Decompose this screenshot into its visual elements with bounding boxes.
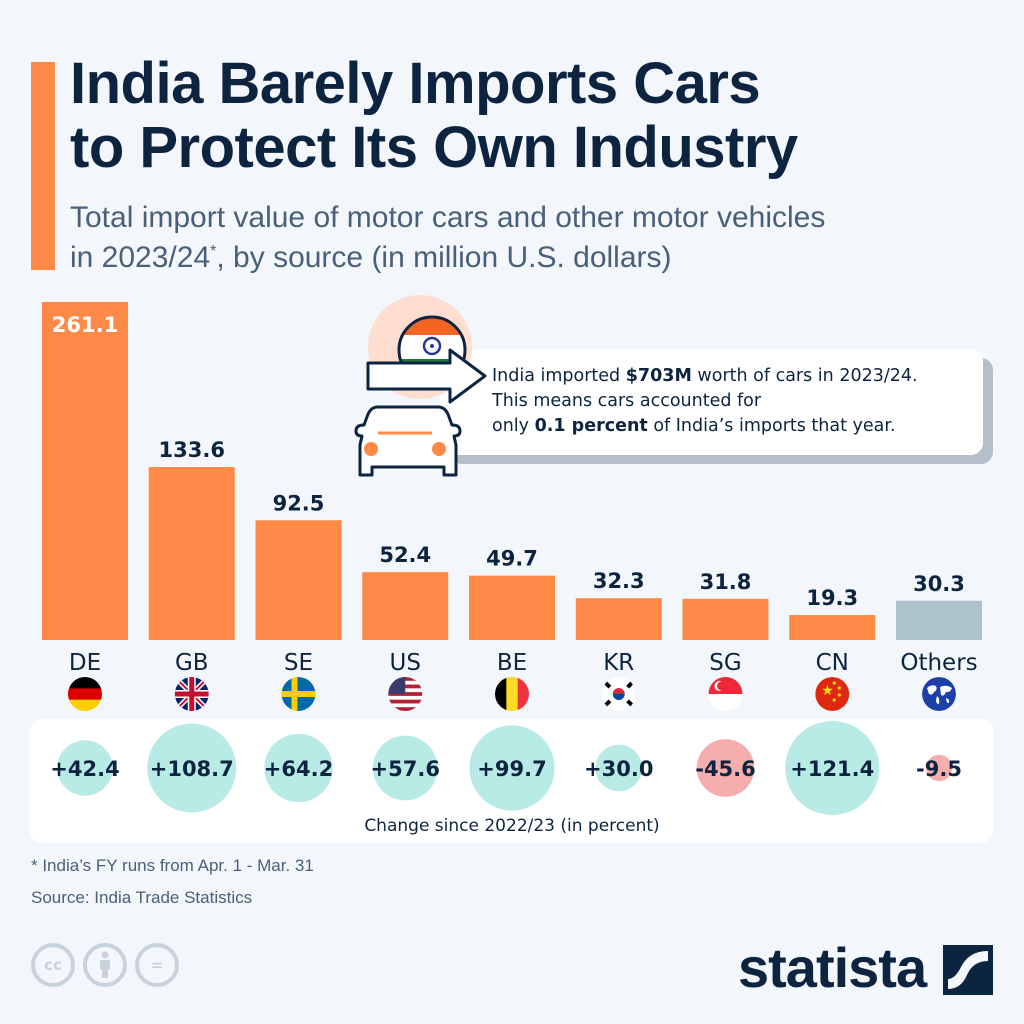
attribution-icon[interactable] bbox=[83, 943, 127, 987]
bar-value-label: 31.8 bbox=[700, 570, 752, 594]
callout-text: India imported $703M worth of cars in 20… bbox=[492, 364, 982, 439]
callout-text-part: of India’s imports that year. bbox=[647, 416, 896, 436]
category-label: Others bbox=[900, 650, 977, 676]
bar-value-label: 133.6 bbox=[159, 438, 225, 462]
license-icons: cc = bbox=[31, 943, 179, 987]
change-label: -45.6 bbox=[695, 757, 756, 781]
arrow-right-icon bbox=[366, 348, 487, 404]
svg-text:★: ★ bbox=[821, 683, 834, 699]
category-label: KR bbox=[603, 650, 634, 676]
bar-value-label: 92.5 bbox=[273, 491, 325, 515]
nd-label: = bbox=[150, 956, 164, 974]
germany-flag-icon bbox=[68, 677, 102, 711]
callout-text-part: only bbox=[492, 416, 535, 436]
usa-flag-icon bbox=[388, 677, 423, 711]
change-label: +57.6 bbox=[371, 757, 440, 781]
bar-sg bbox=[682, 598, 769, 640]
bar-de bbox=[42, 302, 128, 640]
statista-logo[interactable]: statista bbox=[738, 936, 927, 999]
callout-line-2: This means cars accounted for bbox=[492, 391, 762, 411]
change-label: +64.2 bbox=[264, 757, 333, 781]
change-bubble bbox=[264, 733, 333, 803]
bar-others bbox=[896, 600, 982, 640]
bar-kr bbox=[575, 598, 662, 640]
category-label: SG bbox=[709, 650, 741, 676]
callout-box bbox=[440, 349, 983, 455]
callout-text-part: worth of cars in 2023/24. bbox=[691, 366, 918, 386]
change-bubble bbox=[469, 725, 555, 811]
china-flag-icon: ★ bbox=[815, 677, 850, 711]
callout-text-part: India imported bbox=[492, 366, 626, 386]
bar-value-label: 52.4 bbox=[379, 543, 431, 567]
bar-value-label: 261.1 bbox=[52, 313, 118, 337]
singapore-flag-icon bbox=[708, 677, 743, 711]
change-bubble bbox=[595, 744, 643, 792]
chart-title: India Barely Imports Cars to Protect Its… bbox=[70, 52, 970, 180]
category-label: DE bbox=[69, 650, 101, 676]
bar-us bbox=[362, 572, 449, 640]
category-label: GB bbox=[175, 650, 209, 676]
uk-flag-icon bbox=[174, 677, 209, 711]
bar-se bbox=[255, 520, 342, 640]
callout-illustration bbox=[354, 295, 487, 477]
category-label: CN bbox=[816, 650, 849, 676]
source-note: Source: India Trade Statistics bbox=[31, 888, 253, 907]
change-bubble bbox=[696, 739, 755, 797]
person-glyph bbox=[100, 951, 110, 978]
globe-icon bbox=[922, 677, 956, 711]
change-bubble bbox=[57, 740, 113, 796]
title-line-2: to Protect Its Own Industry bbox=[70, 115, 798, 180]
south-korea-flag-icon bbox=[601, 677, 636, 711]
belgium-flag-icon bbox=[495, 677, 529, 711]
bar-gb bbox=[148, 467, 235, 640]
change-label: +42.4 bbox=[50, 757, 119, 781]
subtitle-text: , by source (in million U.S. dollars) bbox=[216, 241, 672, 274]
footnote-marker: * bbox=[210, 243, 217, 260]
change-label: +99.7 bbox=[477, 757, 546, 781]
subtitle-text: in 2023/24 bbox=[70, 241, 211, 274]
chart-subtitle: Total import value of motor cars and oth… bbox=[70, 198, 990, 278]
change-bubble bbox=[925, 754, 953, 782]
statista-logo-mark-icon bbox=[943, 945, 993, 995]
callout-highlight-percent: 0.1 percent bbox=[534, 416, 648, 436]
subtitle-line-1: Total import value of motor cars and oth… bbox=[70, 201, 826, 234]
category-label: BE bbox=[497, 650, 527, 676]
change-bubble bbox=[147, 723, 237, 813]
title-accent-bar bbox=[31, 62, 55, 270]
bar-cn bbox=[789, 615, 876, 640]
car-icon bbox=[354, 405, 462, 477]
category-label: US bbox=[390, 650, 421, 676]
cc-icon[interactable]: cc bbox=[31, 943, 75, 987]
subtitle-line-2: in 2023/24*, by source (in million U.S. … bbox=[70, 238, 990, 278]
change-label: +30.0 bbox=[584, 757, 653, 781]
cc-label: cc bbox=[44, 956, 62, 974]
no-derivatives-icon[interactable]: = bbox=[135, 943, 179, 987]
title-line-1: India Barely Imports Cars bbox=[70, 51, 761, 116]
change-label: -9.5 bbox=[916, 757, 962, 781]
category-label: SE bbox=[284, 650, 313, 676]
bar-value-label: 49.7 bbox=[486, 547, 538, 571]
footnote: * India’s FY runs from Apr. 1 - Mar. 31 bbox=[31, 856, 314, 875]
callout-line-1: India imported $703M worth of cars in 20… bbox=[492, 364, 982, 389]
callout-line-3: only 0.1 percent of India’s imports that… bbox=[492, 414, 982, 439]
bar-be bbox=[469, 575, 555, 640]
bar-value-label: 32.3 bbox=[593, 569, 645, 593]
bar-value-label: 30.3 bbox=[913, 572, 965, 596]
change-label: +108.7 bbox=[150, 757, 234, 781]
change-bubble bbox=[785, 721, 880, 815]
change-bubble bbox=[372, 735, 438, 801]
change-label: +121.4 bbox=[790, 757, 874, 781]
bar-value-label: 19.3 bbox=[806, 586, 858, 610]
change-caption: Change since 2022/23 (in percent) bbox=[364, 816, 660, 836]
callout-highlight-value: $703M bbox=[625, 366, 692, 386]
sweden-flag-icon bbox=[281, 677, 316, 711]
